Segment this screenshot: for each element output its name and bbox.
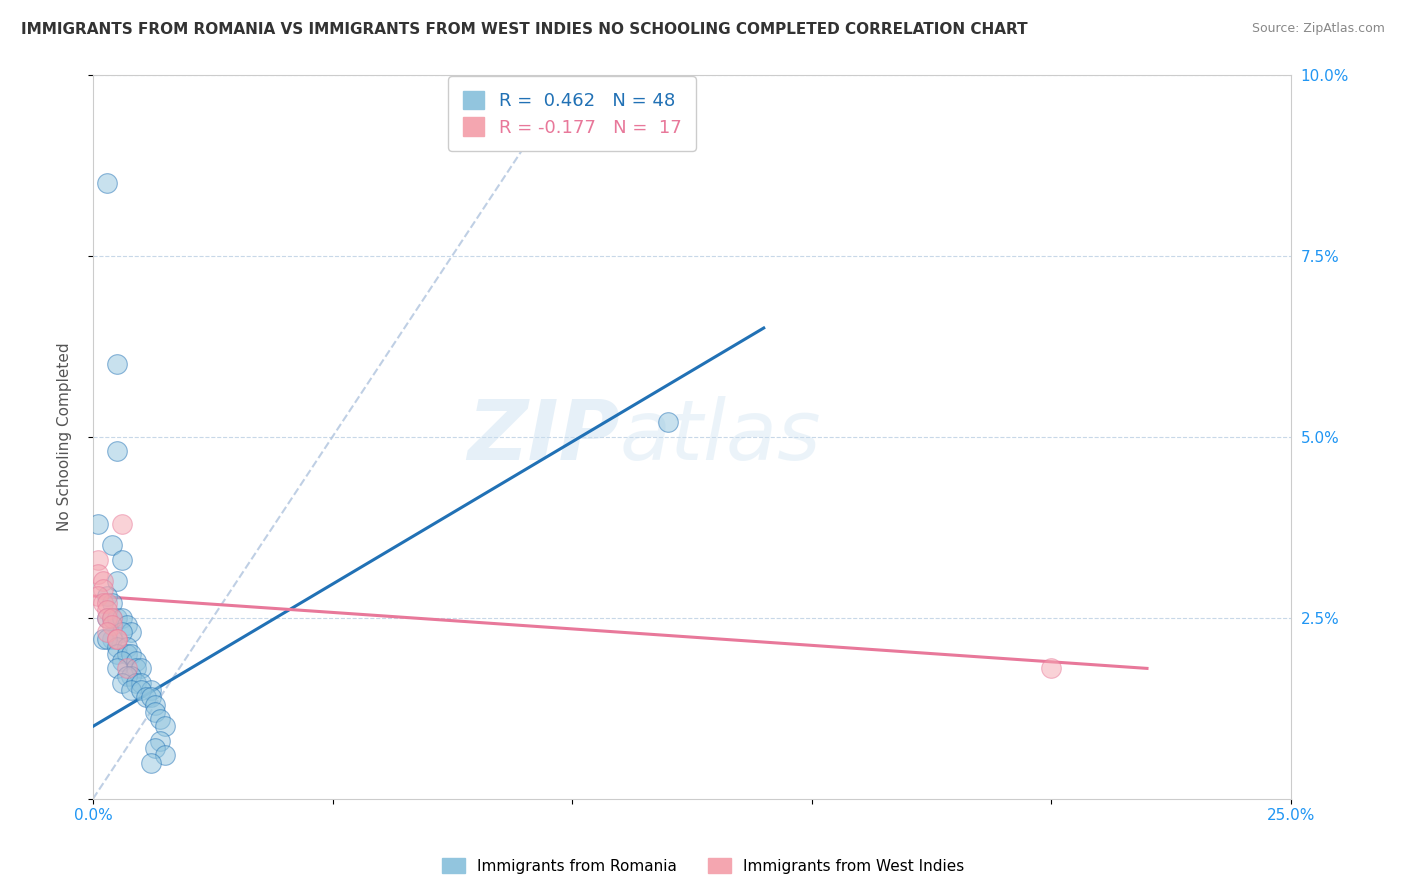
Point — [125, 676, 148, 690]
Point — [129, 676, 152, 690]
Point — [87, 553, 110, 567]
Legend: R =  0.462   N = 48, R = -0.177   N =  17: R = 0.462 N = 48, R = -0.177 N = 17 — [449, 77, 696, 151]
Point — [87, 589, 110, 603]
Point — [111, 625, 134, 640]
Point — [96, 603, 118, 617]
Text: IMMIGRANTS FROM ROMANIA VS IMMIGRANTS FROM WEST INDIES NO SCHOOLING COMPLETED CO: IMMIGRANTS FROM ROMANIA VS IMMIGRANTS FR… — [21, 22, 1028, 37]
Point — [143, 705, 166, 719]
Point — [120, 625, 142, 640]
Point — [143, 741, 166, 756]
Point — [105, 647, 128, 661]
Text: atlas: atlas — [620, 396, 821, 477]
Point — [96, 589, 118, 603]
Point — [125, 661, 148, 675]
Point — [96, 610, 118, 624]
Point — [139, 756, 162, 770]
Point — [87, 567, 110, 582]
Point — [129, 683, 152, 698]
Point — [115, 640, 138, 654]
Point — [111, 553, 134, 567]
Legend: Immigrants from Romania, Immigrants from West Indies: Immigrants from Romania, Immigrants from… — [436, 852, 970, 880]
Point — [96, 176, 118, 190]
Point — [105, 610, 128, 624]
Point — [91, 632, 114, 647]
Point — [120, 647, 142, 661]
Point — [120, 668, 142, 682]
Point — [149, 712, 172, 726]
Point — [96, 610, 118, 624]
Point — [115, 668, 138, 682]
Point — [111, 516, 134, 531]
Point — [135, 690, 157, 705]
Point — [101, 632, 124, 647]
Point — [105, 574, 128, 589]
Point — [96, 632, 118, 647]
Point — [101, 610, 124, 624]
Point — [96, 596, 118, 610]
Point — [105, 357, 128, 371]
Point — [105, 640, 128, 654]
Point — [105, 632, 128, 647]
Point — [111, 676, 134, 690]
Point — [105, 661, 128, 675]
Point — [120, 683, 142, 698]
Point — [105, 444, 128, 458]
Text: ZIP: ZIP — [467, 396, 620, 477]
Point — [101, 610, 124, 624]
Point — [91, 582, 114, 596]
Point — [1040, 661, 1063, 675]
Text: Source: ZipAtlas.com: Source: ZipAtlas.com — [1251, 22, 1385, 36]
Point — [101, 596, 124, 610]
Point — [153, 719, 176, 733]
Point — [91, 596, 114, 610]
Point — [129, 661, 152, 675]
Point — [115, 647, 138, 661]
Point — [111, 654, 134, 668]
Point — [115, 661, 138, 675]
Point — [87, 516, 110, 531]
Point — [101, 618, 124, 632]
Point — [101, 538, 124, 552]
Point — [96, 625, 118, 640]
Point — [657, 415, 679, 429]
Point — [91, 574, 114, 589]
Point — [143, 698, 166, 712]
Point — [111, 610, 134, 624]
Point — [115, 618, 138, 632]
Point — [153, 748, 176, 763]
Point — [105, 632, 128, 647]
Point — [139, 683, 162, 698]
Point — [149, 734, 172, 748]
Y-axis label: No Schooling Completed: No Schooling Completed — [58, 343, 72, 531]
Point — [125, 654, 148, 668]
Point — [139, 690, 162, 705]
